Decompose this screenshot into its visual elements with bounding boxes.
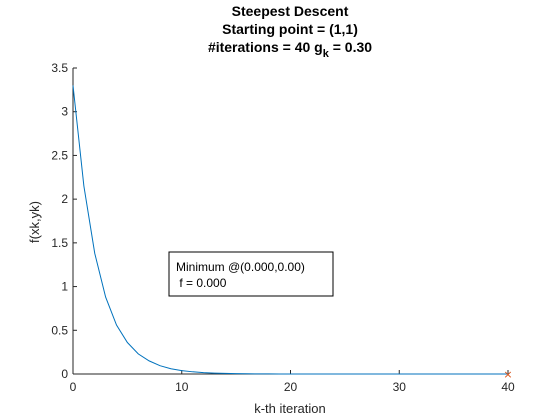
minimum-annotation: Minimum @(0.000,0.00) f = 0.000 [168,251,334,297]
y-axis-label: f(xk,yk) [27,201,42,243]
x-axis-label: k-th iteration [254,401,326,416]
title-line3-prefix: #iterations = 40 g [208,39,323,55]
tick-marks [72,67,509,375]
x-tick-label: 0 [70,380,77,394]
y-tick-label: 2 [61,192,68,206]
series-group [72,85,508,375]
chart-title-line3: #iterations = 40 gk = 0.30 [208,39,372,60]
annotation-line2: f = 0.000 [176,276,227,290]
y-tick-label: 3.5 [51,61,68,75]
x-tick-label: 30 [393,380,407,394]
annotation-line1: Minimum @(0.000,0.00) [176,260,305,274]
minimum-marker: × [503,368,512,381]
y-tick-label: 3 [61,105,68,119]
series-line [72,85,508,375]
chart-title-line1: Steepest Descent [232,3,349,19]
axes [72,68,508,375]
chart-title-line2: Starting point = (1,1) [222,21,358,37]
y-tick-label: 1 [61,280,68,294]
x-tick-label: 20 [284,380,298,394]
y-tick-label: 0.5 [51,323,68,337]
marker-group: × [503,368,512,381]
y-tick-label: 1.5 [51,236,68,250]
title-line3-subscript: k [323,48,330,60]
x-tick-label: 10 [175,380,189,394]
y-tick-label: 2.5 [51,148,68,162]
title-line3-suffix: = 0.30 [329,39,372,55]
y-tick-label: 0 [61,367,68,381]
x-tick-label: 40 [501,380,515,394]
annotation-box [168,251,334,297]
tick-labels: 0 10 20 30 40 0 0.5 1 1.5 2 2.5 3 3.5 [51,61,515,394]
